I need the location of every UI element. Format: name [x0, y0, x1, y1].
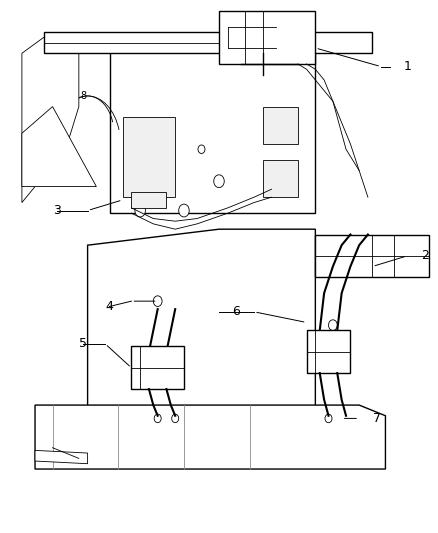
Text: 3: 3 — [53, 204, 61, 217]
Polygon shape — [22, 107, 96, 187]
Polygon shape — [219, 11, 315, 64]
Polygon shape — [44, 32, 372, 53]
Polygon shape — [88, 229, 315, 416]
Polygon shape — [263, 160, 298, 197]
Circle shape — [214, 175, 224, 188]
Circle shape — [27, 166, 43, 185]
Circle shape — [154, 414, 161, 423]
Polygon shape — [35, 405, 385, 469]
Circle shape — [325, 414, 332, 423]
Circle shape — [328, 320, 337, 330]
Polygon shape — [22, 37, 79, 203]
Circle shape — [153, 296, 162, 306]
Circle shape — [135, 204, 145, 217]
Text: 6: 6 — [233, 305, 240, 318]
Polygon shape — [110, 43, 315, 213]
Polygon shape — [307, 330, 350, 373]
Polygon shape — [131, 346, 184, 389]
Polygon shape — [35, 450, 88, 464]
Text: 2: 2 — [421, 249, 429, 262]
Text: 5: 5 — [79, 337, 87, 350]
Polygon shape — [315, 235, 429, 277]
Circle shape — [179, 204, 189, 217]
Circle shape — [139, 175, 150, 188]
Circle shape — [198, 145, 205, 154]
Text: 4: 4 — [106, 300, 113, 313]
Polygon shape — [263, 107, 298, 144]
Polygon shape — [131, 192, 166, 208]
Circle shape — [172, 414, 179, 423]
Text: 7: 7 — [373, 412, 381, 425]
Text: 1: 1 — [403, 60, 411, 73]
Text: 8: 8 — [80, 91, 86, 101]
Polygon shape — [123, 117, 175, 197]
